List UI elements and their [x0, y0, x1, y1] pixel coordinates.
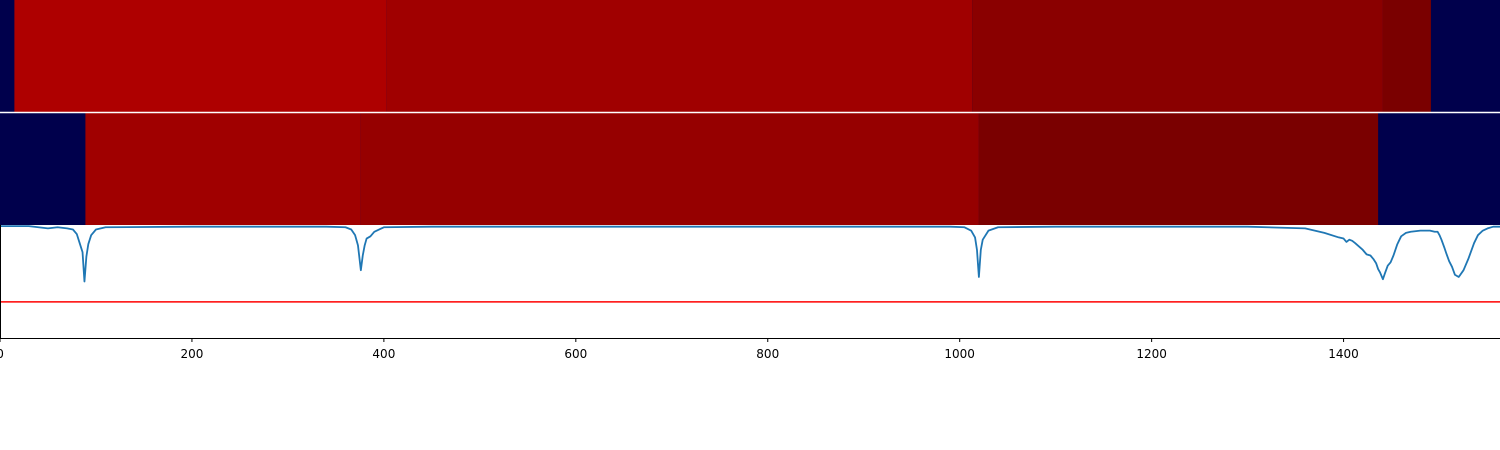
x-tick-label-200: 200	[180, 347, 203, 361]
row-1-segment-3	[972, 0, 1383, 112]
row-1-segment-2	[386, 0, 973, 112]
x-axis: 0 200 400 600 800 1000 1200 1400	[0, 338, 1359, 361]
heatmap-row-2	[0, 111, 1500, 225]
x-tick-label-400: 400	[372, 347, 395, 361]
x-tick-label-1400: 1400	[1328, 347, 1359, 361]
signal-panel	[0, 225, 1500, 339]
row-1-segment-4	[1382, 0, 1431, 112]
row-1-segment-1	[14, 0, 387, 112]
x-tick-label-1000: 1000	[944, 347, 975, 361]
x-tick-label-1200: 1200	[1136, 347, 1167, 361]
heatmap-row-1	[0, 0, 1500, 112]
x-tick-label-600: 600	[564, 347, 587, 361]
x-tick-label-800: 800	[756, 347, 779, 361]
x-tick-label-0: 0	[0, 347, 4, 361]
row-2-segment-2	[360, 113, 979, 225]
row-2-segment-1	[85, 113, 361, 225]
row-2-segment-3	[978, 113, 1379, 225]
signal-line	[0, 225, 1500, 283]
